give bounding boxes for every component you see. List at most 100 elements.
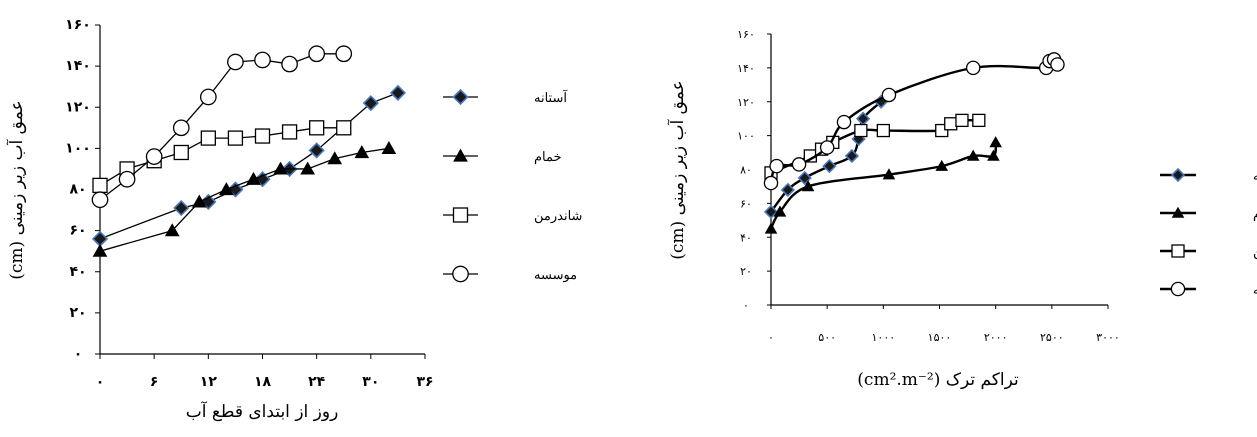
data-point-circle [836, 114, 852, 130]
x-tick-label: ۲۵۰۰ [1040, 331, 1064, 344]
x-axis-label: روز از ابتدای قطع آب [186, 400, 339, 422]
x-tick-label: ۰ [96, 374, 105, 390]
y-tick-label: ۱۴۰ [737, 62, 755, 75]
data-point-triangle [219, 182, 234, 196]
data-point-diamond [763, 204, 779, 219]
x-tick-label: ۲۴ [308, 374, 326, 390]
data-point-circle [819, 140, 835, 155]
x-tick-label: ۰ [768, 331, 774, 344]
data-point-circle [791, 157, 807, 172]
data-point-circle [118, 170, 136, 188]
x-tick-label: ۱۸ [254, 374, 272, 390]
data-point-square [309, 120, 325, 136]
y-axis-label: عمق آب زیر زمینی (cm) [5, 100, 27, 280]
legend-marker [452, 88, 469, 106]
data-point-triangle [164, 223, 180, 237]
x-tick-label: ۵۰۰ [818, 331, 836, 344]
legend-label: شاندرمن [534, 209, 582, 224]
data-point-circle [145, 148, 163, 165]
data-point-triangle [92, 243, 108, 257]
y-tick-label: ۸۰ [740, 164, 752, 177]
data-point-triangle [327, 151, 343, 165]
legend-label: موسسه [534, 268, 577, 283]
data-point-square [200, 130, 216, 146]
data-point-triangle [773, 205, 787, 217]
y-tick-label: ۱۰۰ [65, 140, 91, 156]
data-point-triangle [273, 161, 288, 175]
y-tick-label: ۱۲۰ [65, 99, 91, 115]
series-line-1 [99, 147, 389, 252]
series-line-2 [99, 127, 344, 186]
data-point-triangle [935, 159, 949, 171]
y-tick-label: ۸۰ [69, 182, 86, 198]
x-tick-label: ۳۰ [362, 374, 379, 390]
legend-label: خمام [1253, 207, 1257, 222]
data-point-triangle [191, 194, 207, 208]
data-point-square [92, 177, 108, 194]
chart-left: ۰ ۲۰ ۴۰ ۶۰ ۸۰ ۱۰۰ ۱۲۰ ۱۴۰ ۱۶۰ ۰ ۶ ۱۲ ۱۸ ۲۴ ۳۰ ۳۶ روز از … [5, 17, 582, 422]
data-point-square [173, 144, 189, 161]
y-tick-label: ۱۰۰ [737, 130, 755, 143]
x-tick-label: ۱۰۰۰ [872, 331, 896, 344]
legend-label: آستانه [1253, 167, 1257, 184]
data-point-diamond [389, 84, 407, 101]
x-tick-label: ۱۵۰۰ [928, 331, 952, 344]
data-point-circle [254, 51, 271, 69]
x-tick-label: ۶ [150, 374, 159, 390]
y-axis-label: عمق آب زیر زمینی (cm) [666, 80, 688, 260]
data-point-square [972, 113, 986, 128]
data-point-diamond [844, 148, 860, 164]
data-point-circle [91, 191, 109, 209]
data-point-diamond [780, 182, 795, 197]
data-point-circle [763, 175, 779, 191]
y-tick-label: ۱۶۰ [737, 28, 755, 41]
y-tick-label: ۶۰ [69, 223, 86, 239]
series-line-3 [99, 53, 344, 201]
legend-marker [1170, 281, 1186, 297]
x-tick-label: ۳۶ [416, 374, 433, 390]
data-point-diamond [362, 95, 379, 112]
x-tick-label: ۳۰۰۰ [1096, 331, 1120, 344]
x-tick-label: ۱۲ [200, 374, 218, 390]
data-point-square [336, 120, 352, 136]
data-point-diamond [91, 230, 109, 247]
data-point-circle [1050, 57, 1065, 72]
data-point-square [281, 124, 298, 140]
y-tick-label: ۱۴۰ [65, 58, 91, 74]
y-tick-label: ۲۰ [740, 265, 752, 278]
data-point-circle [199, 88, 217, 106]
data-point-triangle [987, 149, 1000, 161]
data-point-circle [881, 87, 897, 103]
legend-label: موسسه [1253, 283, 1257, 298]
data-point-triangle [882, 168, 896, 180]
data-point-circle [769, 158, 784, 174]
y-tick-label: ۱۲۰ [737, 96, 755, 109]
data-point-circle [281, 55, 298, 73]
data-point-triangle [246, 171, 261, 185]
data-point-triangle [764, 222, 778, 234]
legend-marker [1171, 244, 1185, 258]
data-point-diamond [173, 199, 190, 217]
data-point-circle [965, 60, 981, 76]
y-tick-label: ۲۰ [69, 305, 86, 321]
data-point-diamond [308, 142, 325, 159]
data-point-circle [335, 45, 353, 63]
data-point-square [944, 117, 958, 131]
legend-label: خمام [534, 150, 562, 165]
data-point-square [254, 128, 271, 144]
x-tick-label: ۲۰۰۰ [984, 331, 1008, 344]
data-point-triangle [300, 161, 315, 175]
y-tick-label: ۱۶۰ [65, 17, 91, 33]
data-point-circle [308, 45, 326, 63]
y-tick-label: ۰ [74, 346, 83, 362]
y-tick-label: ۰ [743, 299, 749, 312]
data-point-square [876, 123, 890, 138]
data-point-triangle [354, 145, 370, 159]
legend-marker [1170, 167, 1186, 183]
data-point-triangle [989, 136, 1002, 148]
y-tick-label: ۴۰ [69, 264, 86, 280]
y-tick-label: ۴۰ [740, 231, 752, 244]
series-line-0 [99, 92, 399, 240]
data-point-diamond [822, 158, 837, 174]
